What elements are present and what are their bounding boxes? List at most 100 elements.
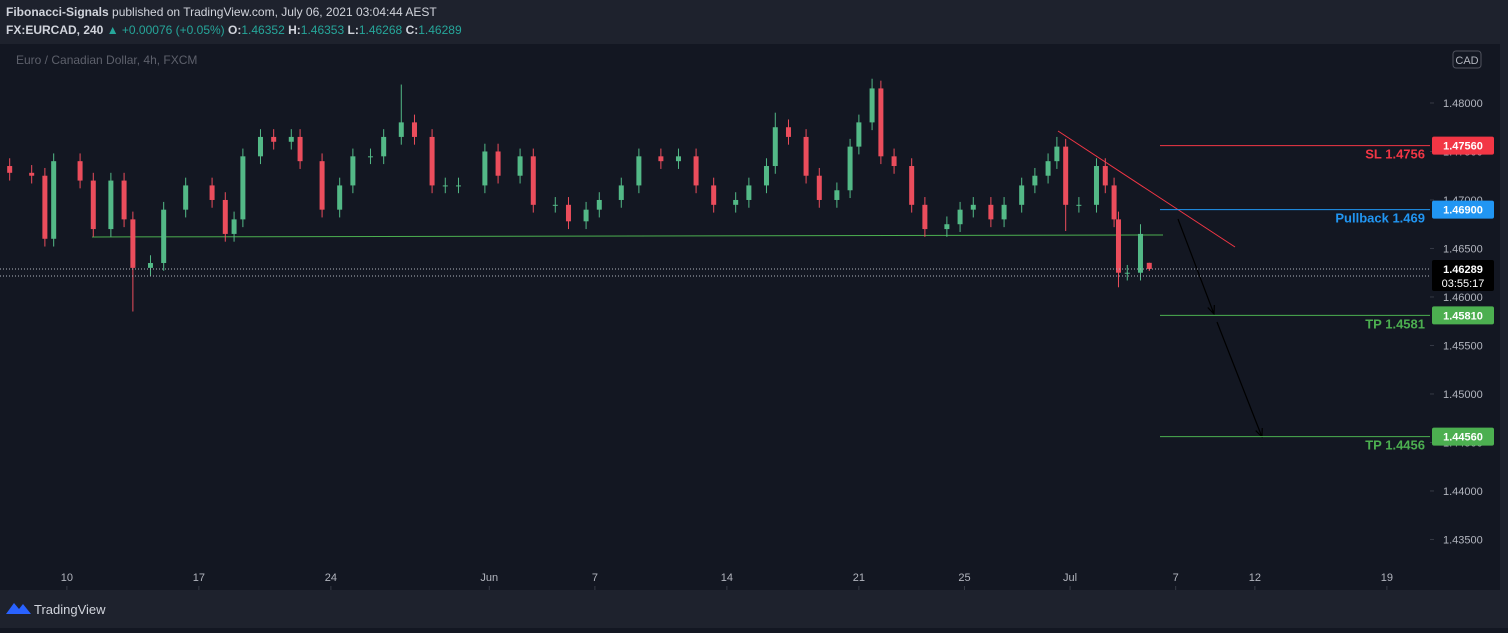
arrow-shaft: [1177, 218, 1215, 315]
arrow-shaft: [1216, 321, 1263, 438]
c-value: 1.46289: [418, 23, 462, 37]
level-label: Pullback 1.469: [1335, 211, 1425, 226]
currency-box: [1452, 50, 1482, 69]
candle-body: [337, 185, 343, 210]
candle-body: [618, 185, 624, 200]
candle-body: [121, 180, 127, 220]
candle-body: [231, 219, 237, 234]
last-price-badge: [1432, 259, 1494, 291]
candle-body: [1102, 166, 1108, 186]
candle-body: [763, 166, 769, 186]
x-tick-label: 19: [1381, 572, 1393, 584]
countdown: 03:55:17: [1442, 278, 1485, 290]
candle-body: [455, 185, 461, 187]
l-value: 1.46268: [359, 23, 403, 37]
candle-body: [803, 136, 809, 176]
currency: CAD: [1455, 55, 1478, 67]
candle-body: [970, 204, 976, 210]
candle-body: [257, 136, 263, 157]
c-label: C:: [406, 23, 419, 37]
header-bg: [0, 0, 1508, 44]
candle-body: [1019, 185, 1025, 205]
symbol: FX:EURCAD, 240: [6, 23, 104, 37]
candle-body: [411, 122, 417, 137]
candle-body: [1045, 161, 1051, 176]
candle-body: [658, 156, 664, 162]
y-tick-label: 1.45000: [1443, 389, 1483, 401]
candle-body: [147, 263, 153, 268]
candle-body: [856, 122, 862, 147]
candle-body: [7, 166, 13, 173]
x-tick-label: 10: [61, 572, 73, 584]
x-tick-label: 14: [721, 572, 733, 584]
footer-bg: [0, 590, 1508, 628]
candle-body: [565, 204, 571, 222]
candle-body: [530, 156, 536, 205]
candle-body: [733, 199, 739, 205]
candle-body: [42, 175, 48, 239]
level-badge: [1432, 306, 1494, 325]
candle-body: [51, 161, 57, 239]
candle-body: [746, 185, 752, 200]
candle-body: [816, 175, 822, 200]
candle-body: [596, 199, 602, 210]
candle-body: [552, 204, 558, 206]
candle-body: [77, 161, 83, 181]
level-badge: [1432, 136, 1494, 155]
candle-body: [1001, 204, 1007, 220]
x-tick-label: 7: [592, 572, 598, 584]
h-label: H:: [288, 23, 301, 37]
candle-body: [130, 219, 136, 268]
candle-body: [297, 136, 303, 162]
header-line-2: FX:EURCAD, 240 ▲ +0.00076 (+0.05%) O:1.4…: [6, 23, 462, 37]
y-tick-label: 1.45500: [1443, 340, 1483, 352]
candle-body: [909, 166, 915, 205]
level-price: 1.46900: [1443, 205, 1483, 217]
candle-body: [183, 185, 189, 210]
candle-body: [209, 185, 215, 200]
candle-body: [398, 122, 404, 137]
x-tick-label: 25: [958, 572, 970, 584]
candle-body: [944, 224, 950, 230]
brand-name: TradingView: [34, 602, 106, 617]
trend-line: [1057, 130, 1236, 248]
candle-body: [711, 185, 717, 205]
candle-body: [636, 156, 642, 186]
candle-body: [495, 151, 501, 176]
candle-body: [583, 209, 589, 222]
candle-body: [1032, 175, 1038, 186]
candle-body: [847, 146, 853, 191]
candle-body: [1115, 219, 1121, 273]
candle-body: [1124, 272, 1130, 274]
candle-body: [1146, 262, 1152, 269]
candle-body: [350, 156, 356, 186]
candle-body: [1076, 204, 1082, 206]
candle-body: [429, 136, 435, 186]
level-price: 1.47560: [1443, 141, 1483, 153]
x-tick-label: Jul: [1063, 572, 1077, 584]
y-tick-label: 1.43500: [1443, 534, 1483, 546]
candle-body: [108, 180, 114, 230]
candle-body: [319, 161, 325, 210]
change: ▲ +0.00076 (+0.05%): [107, 23, 225, 37]
x-tick-label: 7: [1173, 572, 1179, 584]
candle-body: [90, 180, 96, 230]
y-tick-label: 1.46500: [1443, 243, 1483, 255]
brand: TradingView: [6, 602, 106, 617]
candle-body: [367, 156, 373, 158]
last-price: 1.46289: [1443, 264, 1483, 276]
y-tick-label: 1.44000: [1443, 486, 1483, 498]
candle-body: [29, 172, 35, 176]
level-label: SL 1.4756: [1365, 147, 1425, 162]
candle-body: [675, 156, 681, 162]
level-badge: [1432, 427, 1494, 446]
candle-body: [834, 190, 840, 200]
candle-body: [482, 151, 488, 186]
candle-body: [271, 136, 277, 142]
chart-title: Euro / Canadian Dollar, 4h, FXCM: [16, 53, 197, 67]
candle-body: [1093, 166, 1099, 205]
candle-body: [1063, 146, 1069, 205]
candle-body: [693, 156, 699, 186]
